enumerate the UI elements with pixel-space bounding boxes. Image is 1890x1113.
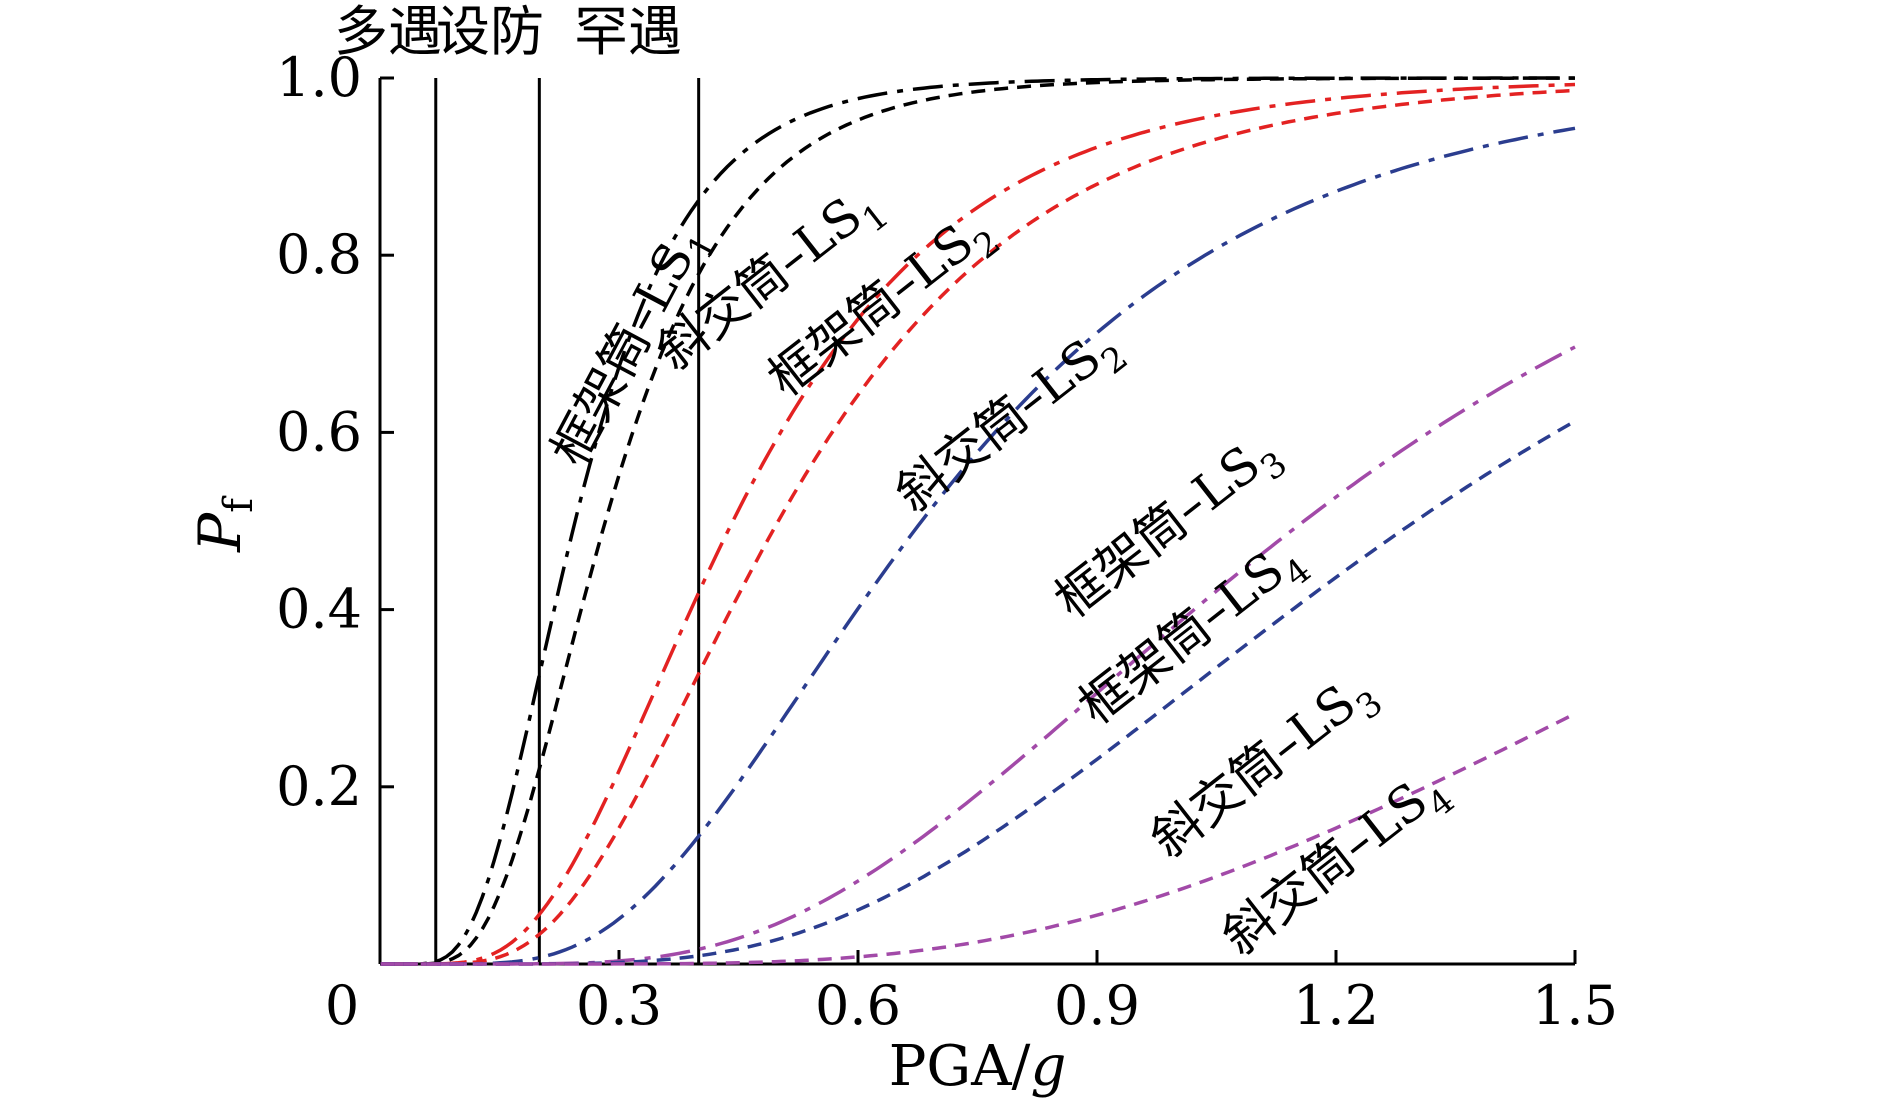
y-axis-title-p: P	[186, 512, 254, 553]
y-tick-label: 0.8	[276, 223, 362, 286]
x-tick-label: 0.3	[576, 974, 662, 1037]
curve-label-name: 框架筒	[540, 315, 662, 475]
axis-titles: PGA/g Pf	[186, 495, 1066, 1099]
curve-label-name: 斜交筒	[885, 385, 1039, 523]
curve-label-name: 斜交筒	[1140, 731, 1294, 869]
curve-diag-ls4	[380, 712, 1576, 966]
reference-line-label: 多遇	[334, 0, 442, 63]
reference-line-label: 设防	[436, 0, 544, 63]
x-tick-label: 0	[325, 974, 359, 1037]
y-tick-label: 0.2	[276, 755, 362, 818]
x-axis-title: PGA/g	[889, 1034, 1067, 1099]
curve-diag-ls1	[380, 76, 1575, 966]
curve-diag-ls3	[380, 419, 1576, 966]
curve-frame-ls3	[380, 126, 1576, 966]
x-tick-label: 1.5	[1532, 974, 1618, 1037]
y-tick-label: 0.4	[276, 578, 362, 641]
x-tick-label: 1.2	[1293, 974, 1379, 1037]
curve-frame-ls4	[380, 345, 1576, 966]
y-axis-title: Pf	[186, 495, 262, 553]
y-axis-title-subscript: f	[216, 495, 262, 513]
reference-line-label: 罕遇	[574, 0, 682, 63]
curve-labels: 框架筒–LS1斜交筒–LS1框架筒–LS2斜交筒–LS2框架筒–LS3框架筒–L…	[540, 186, 1462, 966]
curve-frame-ls1	[380, 76, 1575, 966]
x-tick-label: 0.9	[1054, 974, 1140, 1037]
x-axis-title-text: PGA/	[889, 1034, 1031, 1099]
x-axis-title-g: g	[1030, 1034, 1066, 1099]
axes: 0.2 0.4 0.6 0.8 1.0 0 0.3 0.6 0.9 1.2 1.5	[276, 46, 1618, 1037]
y-tick-label: 0.6	[276, 400, 362, 463]
x-tick-label: 0.6	[815, 974, 901, 1037]
y-tick-label: 1.0	[276, 46, 362, 109]
fragility-curves	[380, 76, 1576, 966]
curve-diag-ls2	[380, 88, 1576, 966]
curve-frame-ls2	[380, 82, 1576, 966]
curve-label-diag-ls2: 斜交筒–LS2	[885, 315, 1136, 532]
